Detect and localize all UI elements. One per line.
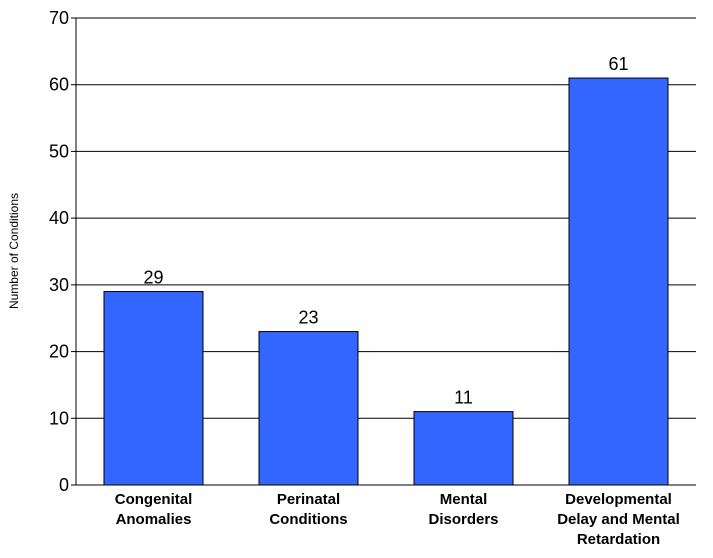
y-tick-label-0: 0 bbox=[59, 475, 69, 495]
bar-2 bbox=[413, 411, 514, 486]
category-label-2: Mental Disorders bbox=[428, 491, 498, 528]
category-label-line: Anomalies bbox=[116, 511, 192, 528]
category-label-3: Developmental Delay and Mental Retardation bbox=[557, 491, 680, 548]
y-tick-label-40: 40 bbox=[49, 208, 69, 228]
y-tick-label-30: 30 bbox=[49, 275, 69, 295]
y-tick-label-10: 10 bbox=[49, 408, 69, 428]
y-tick-label-60: 60 bbox=[49, 75, 69, 95]
bar-1 bbox=[258, 331, 359, 486]
data-label-2: 11 bbox=[454, 388, 473, 408]
category-label-line: Mental bbox=[440, 491, 488, 508]
data-label-1: 23 bbox=[298, 308, 318, 328]
bar-3 bbox=[568, 77, 669, 486]
y-tick-labels: 0 10 20 30 40 50 60 70 bbox=[49, 8, 69, 495]
y-tick-label-50: 50 bbox=[49, 141, 69, 161]
category-label-0: Congenital Anomalies bbox=[115, 491, 193, 528]
category-label-line: Developmental bbox=[565, 491, 672, 508]
category-label-line: Congenital bbox=[115, 491, 193, 508]
category-label-line: Delay and Mental bbox=[557, 511, 680, 528]
y-axis-title: Number of Conditions bbox=[7, 193, 21, 309]
axes bbox=[71, 17, 696, 486]
y-tick-label-70: 70 bbox=[49, 8, 69, 28]
data-label-3: 61 bbox=[608, 54, 628, 74]
category-label-line: Perinatal bbox=[277, 491, 340, 508]
y-tick-label-20: 20 bbox=[49, 342, 69, 362]
category-label-line: Conditions bbox=[269, 511, 347, 528]
category-label-line: Retardation bbox=[577, 531, 660, 548]
bars bbox=[103, 77, 669, 486]
bar-0 bbox=[103, 291, 204, 486]
data-labels: 29 23 11 61 bbox=[143, 54, 628, 408]
data-label-0: 29 bbox=[143, 268, 163, 288]
category-label-line: Disorders bbox=[428, 511, 498, 528]
category-label-1: Perinatal Conditions bbox=[269, 491, 347, 528]
category-labels: Congenital Anomalies Perinatal Conditions Me… bbox=[115, 491, 680, 548]
